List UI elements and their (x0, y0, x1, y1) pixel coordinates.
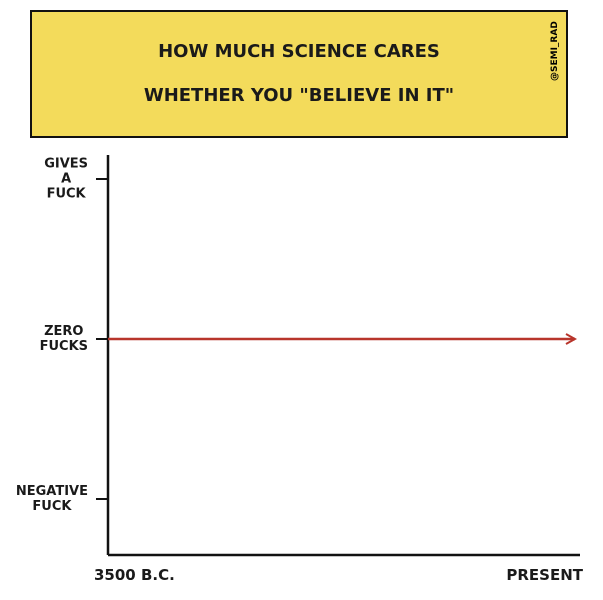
x-tick-label: 3500 B.C. (94, 566, 175, 584)
y-tick-label: NEGATIVE FUCK (15, 484, 88, 514)
title-box: HOW MUCH SCIENCE CARES WHETHER YOU "BELI… (30, 10, 568, 138)
chart-title: HOW MUCH SCIENCE CARES WHETHER YOU "BELI… (143, 41, 455, 106)
x-tick-label: PRESENT (506, 566, 583, 584)
y-tick-label: ZERO FUCKS (39, 324, 89, 354)
y-tick-label: GIVES A FUCK (44, 156, 88, 202)
